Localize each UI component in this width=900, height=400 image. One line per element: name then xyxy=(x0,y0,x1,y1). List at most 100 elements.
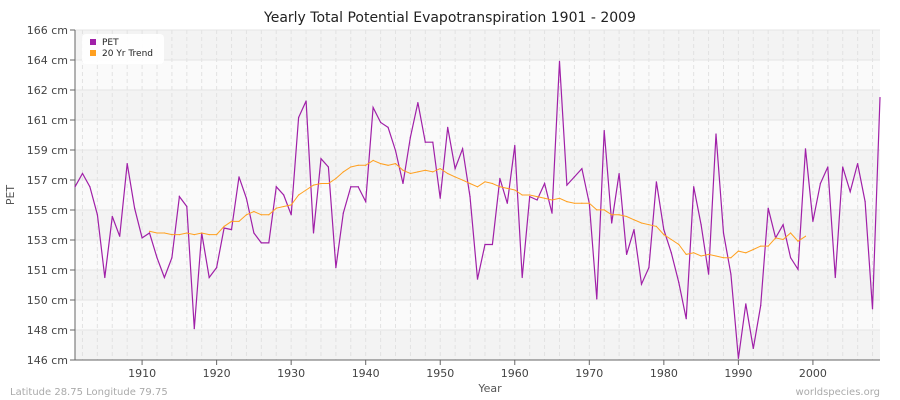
pet-data-point xyxy=(640,283,643,285)
pet-data-point xyxy=(476,278,479,280)
pet-data-point xyxy=(663,229,665,231)
axes: 146 cm 148 cm 150 cm 151 cm 153 cm 155 cm 157 … xyxy=(27,24,880,380)
pet-data-point xyxy=(618,172,620,175)
credit-label: worldspecies.org xyxy=(796,387,880,398)
pet-data-point xyxy=(491,243,494,246)
pet-data-point xyxy=(290,214,292,216)
pet-data-point xyxy=(499,177,501,180)
trend-data-point xyxy=(230,220,233,222)
y-tick-label: 164 cm xyxy=(27,54,68,67)
pet-data-point xyxy=(737,357,739,359)
trend-data-point xyxy=(633,219,635,221)
trend-data-point xyxy=(275,207,277,209)
trend-data-point xyxy=(156,232,158,234)
pet-data-point xyxy=(380,121,382,123)
trend-data-point xyxy=(491,182,494,185)
pet-data-point xyxy=(230,229,233,231)
trend-data-point xyxy=(350,166,352,168)
y-axis-label: PET xyxy=(4,185,17,206)
pet-data-point xyxy=(320,158,322,160)
trend-data-point xyxy=(298,194,300,196)
pet-data-point xyxy=(693,186,695,188)
pet-data-point xyxy=(432,141,434,143)
trend-data-point xyxy=(380,163,382,165)
pet-data-point xyxy=(730,273,732,275)
trend-data-point xyxy=(648,224,650,226)
trend-data-point xyxy=(678,243,680,246)
plot-band xyxy=(75,120,880,150)
pet-data-point xyxy=(275,186,277,188)
trend-data-point xyxy=(223,225,225,227)
plot-band xyxy=(75,90,880,120)
y-tick-label: 148 cm xyxy=(27,324,68,337)
trend-data-point xyxy=(730,257,732,259)
trend-data-point xyxy=(700,255,702,257)
pet-data-point xyxy=(171,257,173,259)
pet-data-point xyxy=(871,308,874,310)
pet-data-point xyxy=(469,196,471,198)
location-label: Latitude 28.75 Longitude 79.75 xyxy=(10,387,168,398)
pet-data-point xyxy=(685,318,687,320)
plot-band xyxy=(75,240,880,270)
pet-data-point xyxy=(834,276,836,279)
y-tick-label: 151 cm xyxy=(27,264,68,277)
y-tick-label: 161 cm xyxy=(27,114,68,127)
pet-data-point xyxy=(752,347,754,350)
trend-data-point xyxy=(335,177,337,180)
pet-data-point xyxy=(260,242,262,244)
trend-data-point xyxy=(305,189,307,191)
trend-data-point xyxy=(439,168,441,170)
trend-data-point xyxy=(745,252,747,254)
trend-data-point xyxy=(268,214,270,216)
pet-data-point xyxy=(715,133,717,135)
x-tick-label: 1910 xyxy=(128,367,156,380)
pet-data-point xyxy=(670,252,672,254)
pet-data-point xyxy=(148,232,151,234)
trend-data-point xyxy=(327,182,330,185)
x-tick-label: 1980 xyxy=(650,367,678,380)
pet-data-point xyxy=(104,276,106,279)
trend-data-point xyxy=(670,238,672,241)
trend-data-point xyxy=(253,210,255,213)
trend-data-point xyxy=(283,205,285,208)
y-tick-label: 150 cm xyxy=(27,294,68,307)
y-tick-label: 162 cm xyxy=(27,84,68,97)
trend-data-point xyxy=(186,232,188,234)
pet-data-point xyxy=(529,196,531,198)
pet-data-point xyxy=(223,227,225,229)
pet-data-point xyxy=(827,166,829,168)
pet-data-point xyxy=(558,60,561,62)
x-tick-label: 1930 xyxy=(277,367,305,380)
pet-data-point xyxy=(603,130,605,132)
trend-data-point xyxy=(775,237,777,239)
pet-data-point xyxy=(648,267,650,269)
trend-data-point xyxy=(163,232,166,234)
trend-data-point xyxy=(476,186,479,188)
pet-data-point xyxy=(208,276,210,279)
legend-label-trend: 20 Yr Trend xyxy=(102,49,153,59)
trend-data-point xyxy=(611,214,613,216)
trend-data-point xyxy=(797,240,799,242)
pet-data-point xyxy=(447,126,449,128)
x-tick-label: 1990 xyxy=(724,367,752,380)
trend-data-point xyxy=(290,204,292,206)
trend-data-point xyxy=(663,234,665,236)
plot-band xyxy=(75,150,880,180)
trend-data-point xyxy=(447,172,449,175)
trend-data-point xyxy=(245,214,248,216)
trend-data-point xyxy=(536,196,538,198)
plot-band xyxy=(75,180,880,210)
trend-data-point xyxy=(178,234,180,236)
legend-label-pet: PET xyxy=(102,38,119,48)
trend-data-point xyxy=(566,201,568,203)
trend-data-point xyxy=(402,169,404,171)
legend: PET 20 Yr Trend xyxy=(82,34,164,64)
pet-data-point xyxy=(722,232,725,234)
plot-band xyxy=(75,210,880,240)
trend-data-point xyxy=(707,253,710,255)
pet-data-point xyxy=(566,184,568,186)
pet-data-point xyxy=(238,176,240,178)
pet-data-point xyxy=(81,172,84,175)
trend-data-point xyxy=(454,176,456,178)
trend-data-point xyxy=(603,209,605,211)
